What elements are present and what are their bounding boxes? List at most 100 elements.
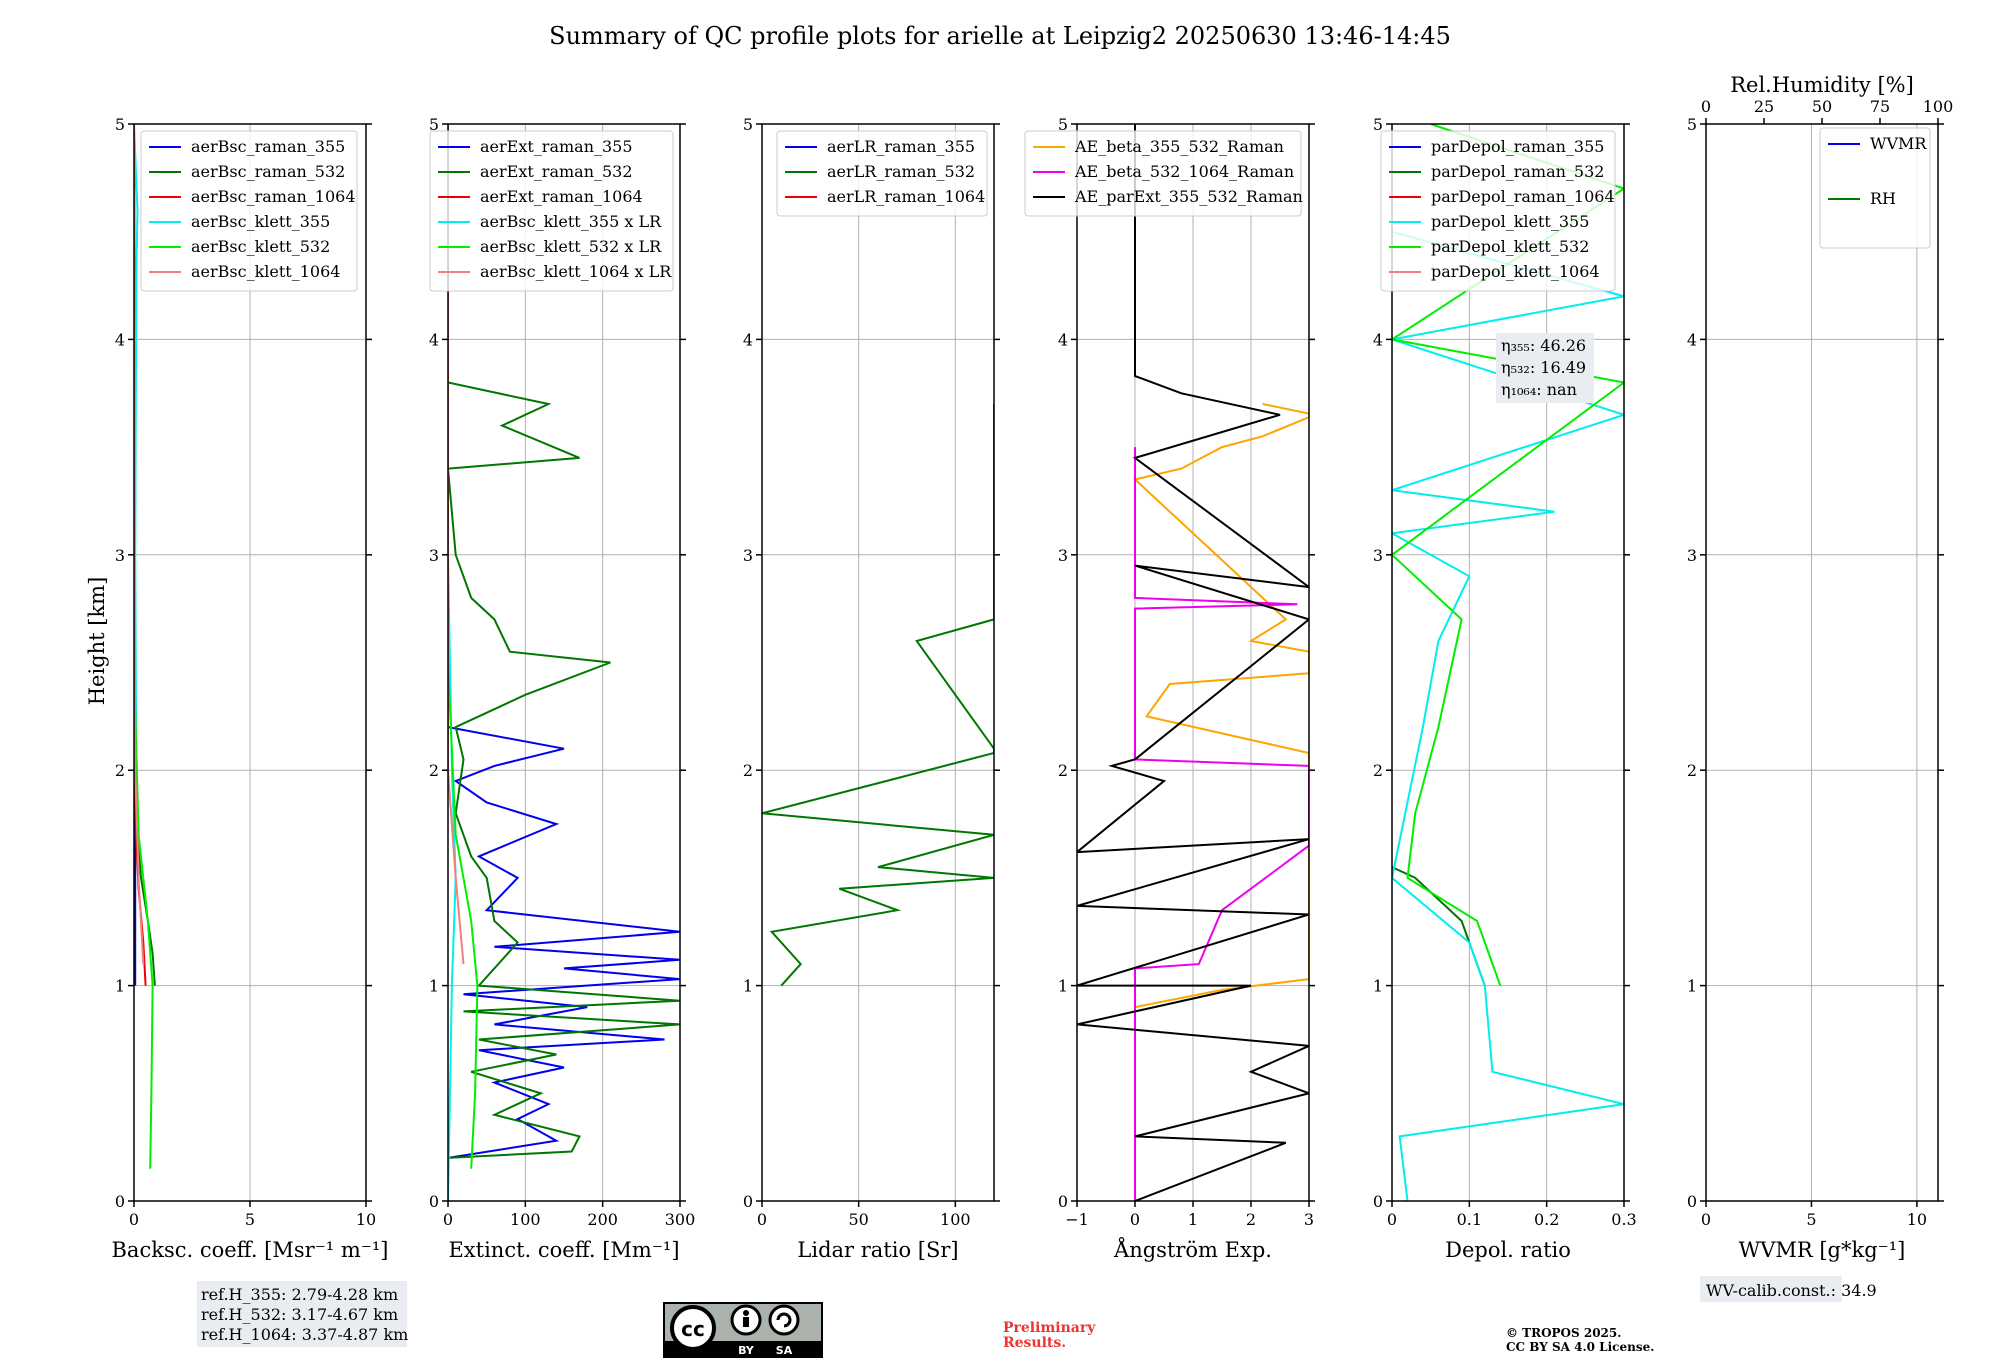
x-tick-label: 0 [1387, 1210, 1397, 1229]
y-tick-label: 4 [743, 330, 753, 349]
y-tick-label: 0 [1687, 1192, 1697, 1211]
legend-entry: aerBsc_raman_1064 [191, 187, 356, 206]
series-aerLR_raman_532 [762, 404, 994, 987]
x-tick-label: 2 [1246, 1210, 1256, 1229]
legend-entry: aerLR_raman_355 [827, 137, 975, 156]
y-tick-label: 2 [1687, 761, 1697, 780]
y-tick-label: 3 [1373, 546, 1383, 565]
y-tick-label: 2 [429, 761, 439, 780]
legend-entry: parDepol_raman_1064 [1431, 187, 1615, 206]
legend: parDepol_raman_355 parDepol_raman_532 parD… [1380, 130, 1616, 292]
legend-box [776, 130, 988, 217]
x-tick-label: 0.2 [1534, 1210, 1559, 1229]
y-tick-label: 0 [1373, 1192, 1383, 1211]
y-tick-label: 4 [1687, 330, 1697, 349]
series-aerBsc_klett_532 x LR [448, 124, 479, 1169]
legend-entry: AE_parExt_355_532_Raman [1074, 187, 1303, 206]
legend-entry: RH [1870, 189, 1896, 208]
preliminary-line-1: Preliminary [1003, 1320, 1096, 1336]
y-tick-label: 1 [743, 977, 753, 996]
legend-entry: parDepol_klett_1064 [1431, 262, 1600, 281]
y-tick-label: 1 [429, 977, 439, 996]
legend: WVMR RH [1819, 127, 1931, 249]
series-aerExt_raman_532 [448, 381, 680, 1159]
y-tick-label: 3 [1687, 546, 1697, 565]
y-tick-label: 3 [429, 546, 439, 565]
y-tick-label: 5 [1687, 115, 1697, 134]
x-tick-label: 200 [587, 1210, 618, 1229]
top-axis-label: Rel.Humidity [%] [1730, 73, 1914, 97]
legend-entry: aerBsc_klett_532 x LR [480, 237, 662, 256]
x-tick-label: 5 [245, 1210, 255, 1229]
eta-value: η₁₀₆₄: nan [1501, 380, 1577, 399]
y-tick-label: 5 [429, 115, 439, 134]
wv-calib-box: WV-calib.const.: 34.9 [1700, 1276, 1877, 1302]
y-tick-label: 3 [1058, 546, 1068, 565]
x-tick-label: 3 [1304, 1210, 1314, 1229]
eta-box [1496, 333, 1594, 403]
eta-value: η₃₅₅: 46.26 [1501, 336, 1586, 355]
plot-area [134, 124, 156, 1169]
x-tick-label: 50 [848, 1210, 868, 1229]
axes-frame [1705, 123, 1939, 1202]
x-tick-label: 0 [757, 1210, 767, 1229]
legend-box [1024, 130, 1302, 217]
y-tick-label: 1 [1373, 977, 1383, 996]
axes-frame [761, 123, 995, 1202]
x-tick-label: 10 [1907, 1210, 1927, 1229]
y-tick-label: 0 [743, 1192, 753, 1211]
x-axis-label: Backsc. coeff. [Msr⁻¹ m⁻¹] [112, 1238, 389, 1262]
legend-entry: parDepol_klett_355 [1431, 212, 1589, 231]
legend-entry: aerBsc_klett_532 [191, 237, 330, 256]
legend-entry: aerLR_raman_532 [827, 162, 975, 181]
plot-area [762, 404, 994, 987]
legend-entry: aerExt_raman_532 [480, 162, 633, 181]
y-tick-label: 4 [1058, 330, 1068, 349]
x-tick-label: 100 [510, 1210, 541, 1229]
legend-entry: aerBsc_raman_355 [191, 137, 345, 156]
ref-height-355: ref.H_355: 2.79-4.28 km [201, 1285, 398, 1304]
legend-entry: aerLR_raman_1064 [827, 187, 985, 206]
legend-entry: aerBsc_klett_355 [191, 212, 330, 231]
eta-annotation: η₃₅₅: 46.26 η₅₃₂: 16.49 η₁₀₆₄: nan [1496, 333, 1594, 403]
legend-entry: parDepol_klett_532 [1431, 237, 1589, 256]
y-tick-label: 5 [1373, 115, 1383, 134]
legend-box [1819, 127, 1931, 249]
top-tick-label: 50 [1812, 97, 1832, 116]
x-tick-label: 1 [1188, 1210, 1198, 1229]
x-tick-label: 100 [940, 1210, 971, 1229]
x-tick-label: 10 [356, 1210, 376, 1229]
legend: aerExt_raman_355 aerExt_raman_532 aerExt_r… [429, 130, 674, 292]
y-tick-label: 1 [115, 977, 125, 996]
figure-title: Summary of QC profile plots for arielle … [549, 22, 1451, 50]
ref-height-box: ref.H_355: 2.79-4.28 km ref.H_532: 3.17-… [197, 1281, 408, 1347]
y-tick-label: 4 [429, 330, 439, 349]
legend-box [1380, 130, 1616, 292]
legend-entry: WVMR [1870, 134, 1927, 153]
y-axis-label: Height [km] [85, 577, 109, 706]
y-tick-label: 4 [1373, 330, 1383, 349]
by-icon-head [743, 1310, 749, 1316]
x-tick-label: 0 [129, 1210, 139, 1229]
x-tick-label: 0.1 [1457, 1210, 1482, 1229]
top-tick-label: 75 [1870, 97, 1890, 116]
y-tick-label: 0 [115, 1192, 125, 1211]
x-tick-label: 5 [1806, 1210, 1816, 1229]
series-AE_beta_532_1064_Raman [1134, 447, 1309, 1201]
series-AE_parExt_355_532_Raman [1077, 124, 1309, 1201]
legend: aerBsc_raman_355 aerBsc_raman_532 aerBsc_r… [140, 130, 358, 292]
y-tick-label: 2 [1058, 761, 1068, 780]
copyright-line-2: CC BY SA 4.0 License. [1506, 1340, 1654, 1354]
ref-height-532: ref.H_532: 3.17-4.67 km [201, 1305, 398, 1324]
series-AE_beta_355_532_Raman [1132, 403, 1309, 1009]
legend-entry: aerBsc_raman_532 [191, 162, 345, 181]
top-tick-label: 100 [1923, 97, 1954, 116]
y-tick-label: 5 [115, 115, 125, 134]
legend-entry: aerExt_raman_355 [480, 137, 633, 156]
plot-area [1077, 124, 1309, 1201]
legend: AE_beta_355_532_Raman AE_beta_532_1064_Ra… [1024, 130, 1303, 217]
panel-1: 0 5 10 0 1 2 3 4 5 Backsc. coeff. [Msr⁻¹ m⁻¹] aerB… [112, 115, 389, 1262]
